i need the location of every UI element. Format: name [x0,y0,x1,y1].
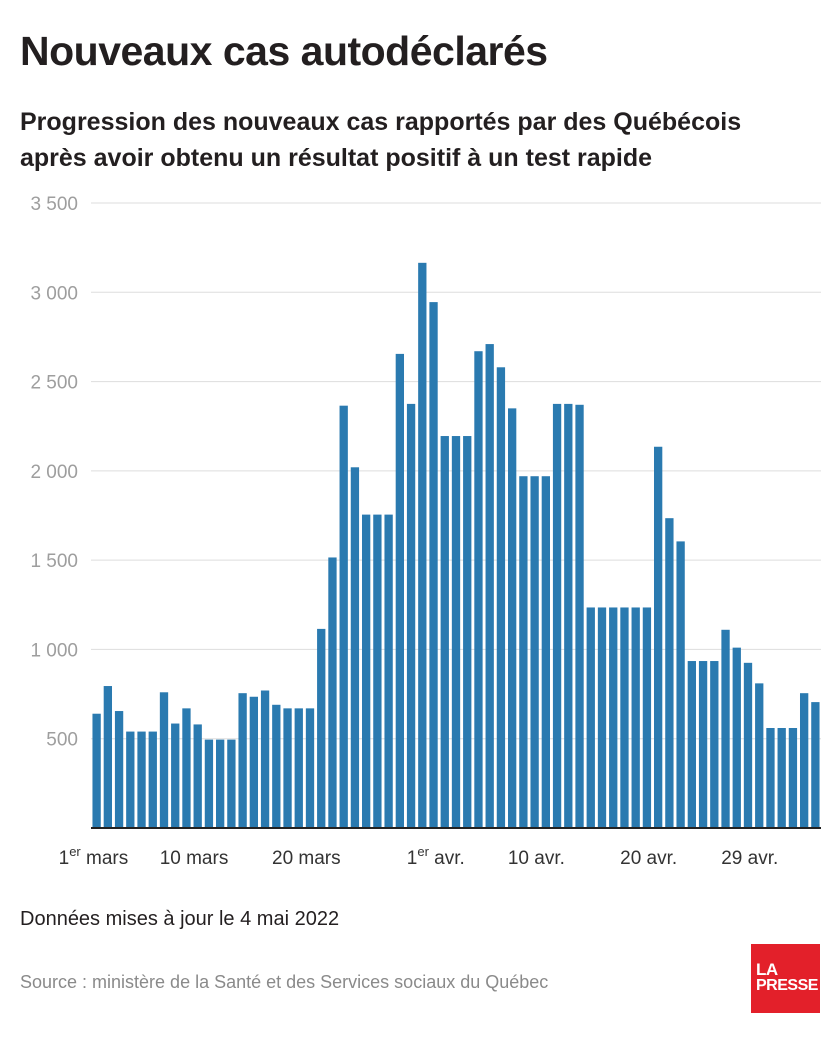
bar [92,713,101,828]
bar [698,661,708,828]
bar [373,514,382,828]
logo-line-2: PRESSE [756,977,818,994]
bar [586,607,595,828]
bar [788,728,798,828]
bar [339,405,348,828]
bar [395,353,405,828]
bar [440,436,449,828]
bar [496,367,506,828]
bar [126,731,135,828]
bar [743,662,753,828]
bar [642,607,652,828]
bar [676,541,685,828]
bar [530,476,539,828]
bar [507,408,517,828]
bar [283,708,292,828]
bar [148,731,157,828]
x-tick-label: 20 avr. [620,848,677,869]
bar [710,661,719,828]
bar [238,693,247,828]
bar [159,692,169,828]
bar [317,628,326,828]
bar [429,302,438,828]
bar [687,661,697,828]
chart-title: Nouveaux cas autodéclarés [20,28,548,74]
bar [766,728,775,828]
bar [541,476,551,828]
bar [193,724,202,828]
y-tick-label: 3 500 [30,194,78,215]
bar [328,557,337,828]
bar-chart: 500 1 000 1 500 2 000 2 500 3 000 3 500 1er mar… [30,194,821,869]
x-tick-label: 1er avr. [407,844,465,869]
bar [811,702,820,828]
bar [620,607,629,828]
bar [249,696,259,828]
bar [350,467,360,828]
bar [721,629,730,828]
bar [305,708,315,828]
x-tick-label: 20 mars [272,848,341,869]
bar [609,607,618,828]
bar [519,476,528,828]
update-note: Données mises à jour le 4 mai 2022 [20,908,340,930]
bar [575,404,584,828]
bar [137,731,146,828]
bar [384,514,393,828]
bar [182,708,191,828]
bar [597,607,607,828]
y-tick-label: 2 000 [30,462,78,483]
x-tick-label: 29 avr. [721,848,778,869]
bar [463,436,472,828]
bar [406,403,416,828]
bar [103,686,113,828]
bar [260,690,270,828]
bar [732,647,741,828]
bar [361,514,371,828]
bar [215,739,225,828]
bar [653,446,663,828]
y-tick-label: 1 500 [30,551,78,572]
bar [755,683,764,828]
y-tick-label: 1 000 [30,640,78,661]
la-presse-logo: LA PRESSE [751,944,820,1013]
y-tick-label: 3 000 [30,283,78,304]
bar [114,711,124,828]
bar [631,607,640,828]
bar [474,351,483,828]
x-tick-label: 1er mars [59,844,129,869]
logo-line-1: LA [756,960,778,979]
y-tick-label: 500 [46,730,78,751]
bar [665,518,674,828]
bar [799,693,809,828]
x-tick-label: 10 mars [160,848,229,869]
bar [272,704,281,828]
x-tick-label: 10 avr. [508,848,565,869]
bar [451,436,461,828]
bar [552,403,562,828]
bar [204,739,214,828]
y-tick-label: 2 500 [30,373,78,394]
chart-subtitle: Progression des nouveaux cas rapportés p… [20,108,742,172]
bar [294,708,303,828]
bar [485,344,494,828]
bar [418,262,427,829]
bar [171,723,180,828]
bar [227,739,236,828]
bar [564,403,573,828]
source-note: Source : ministère de la Santé et des Se… [20,972,549,992]
bar [777,728,786,828]
